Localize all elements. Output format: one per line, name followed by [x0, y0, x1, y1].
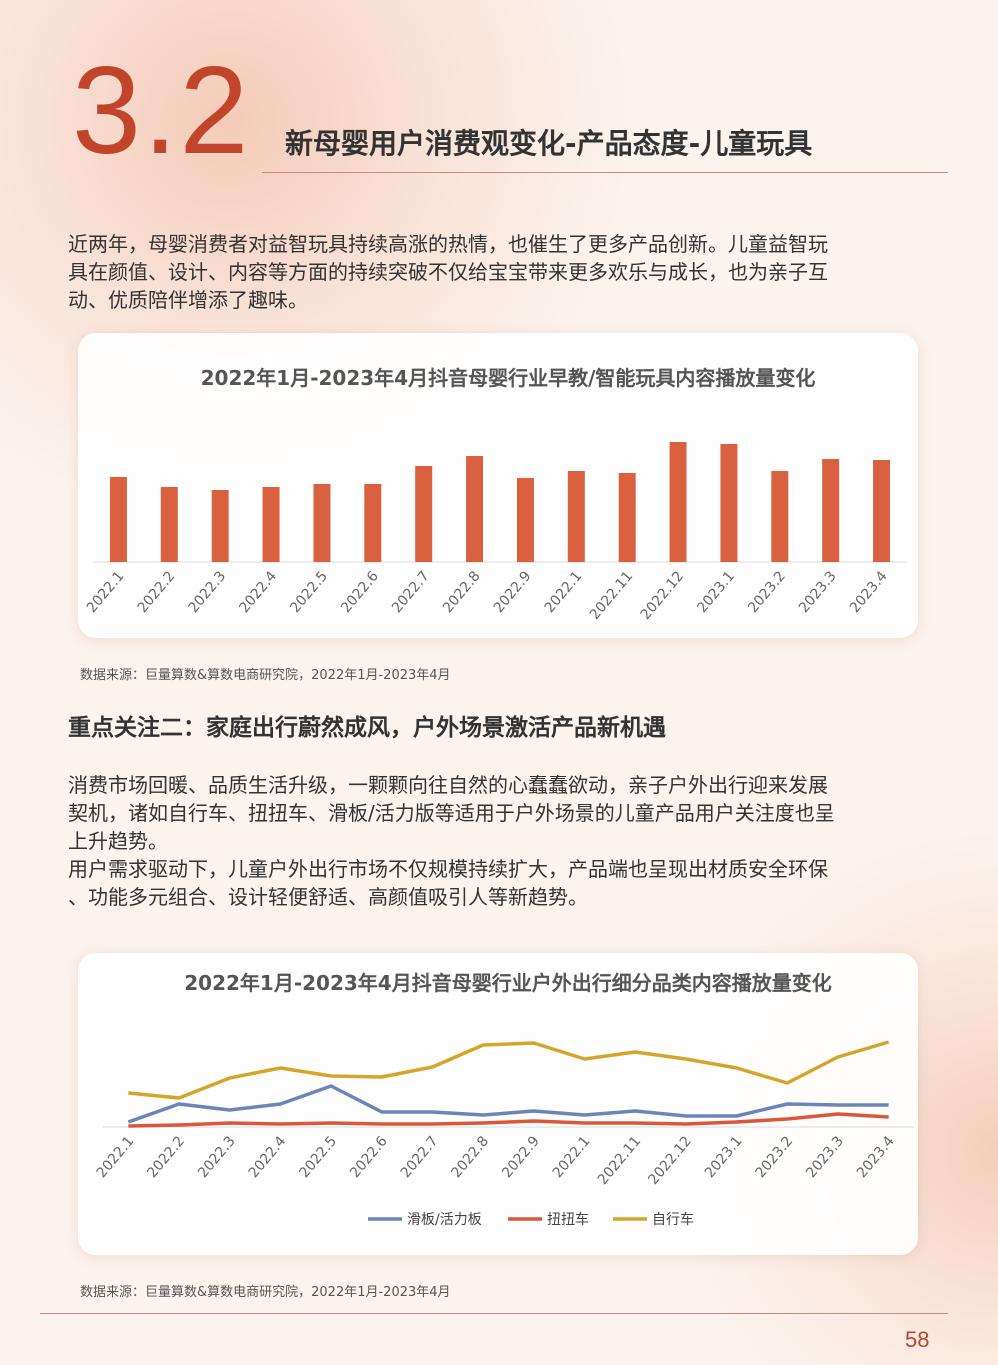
- bar: [516, 478, 534, 562]
- x-tick-label: 2022.3: [195, 1133, 239, 1181]
- divider: [262, 172, 948, 173]
- series-line: [128, 1112, 889, 1128]
- page-number: 58: [905, 1327, 930, 1352]
- x-tick-label: 2022.2: [135, 568, 179, 616]
- bar: [313, 484, 331, 562]
- bar: [160, 487, 178, 562]
- chart-title: 2022年1月-2023年4月抖音母婴行业早教/智能玩具内容播放量变化: [201, 366, 816, 390]
- legend-label: 扭扭车: [547, 1211, 589, 1228]
- series-line: [127, 1084, 889, 1124]
- x-tick-label: 2023.3: [796, 568, 840, 616]
- bar: [720, 444, 738, 562]
- x-tick-label: 2023.2: [753, 1133, 797, 1181]
- section-title: 新母婴用户消费观变化-产品态度-儿童玩具: [285, 127, 813, 160]
- section-number: 3.2: [72, 42, 251, 180]
- x-tick-label: 2022.5: [296, 1133, 340, 1181]
- bar: [771, 471, 789, 562]
- x-tick-label: 2022.9: [491, 568, 535, 616]
- legend-label: 自行车: [652, 1211, 694, 1228]
- x-tick-label: 2023.1: [702, 1133, 746, 1181]
- x-tick-label: 2022.6: [347, 1133, 391, 1181]
- x-tick-label: 2022.11: [595, 1133, 644, 1188]
- bar: [669, 442, 687, 562]
- bar: [415, 466, 433, 562]
- x-tick-label: 2023.2: [745, 568, 789, 616]
- x-tick-label: 2022.7: [398, 1133, 442, 1181]
- bar: [618, 473, 636, 562]
- x-tick-label: 2022.4: [236, 568, 280, 616]
- legend-label: 滑板/活力板: [407, 1211, 482, 1228]
- series-line: [128, 1040, 890, 1100]
- text-line: 用户需求驱动下，儿童户外出行市场不仅规模持续扩大，产品端也呈现出材质安全环保: [68, 857, 828, 881]
- x-tick-label: 2022.8: [448, 1133, 492, 1181]
- x-tick-label: 2022.12: [645, 1133, 694, 1188]
- text-line: 、功能多元组合、设计轻便舒适、高颜值吸引人等新趋势。: [68, 885, 588, 909]
- text-line: 上升趋势。: [68, 829, 168, 853]
- divider: [40, 1313, 948, 1314]
- source-note: 数据来源：巨量算数&算数电商研究院，2022年1月-2023年4月: [80, 668, 451, 683]
- chart-card: [78, 953, 918, 1255]
- text-line: 具在颜值、设计、内容等方面的持续突破不仅给宝宝带来更多欢乐与成长，也为亲子互: [68, 260, 828, 284]
- source-note: 数据来源：巨量算数&算数电商研究院，2022年1月-2023年4月: [80, 1285, 451, 1300]
- x-tick-label: 2022.6: [338, 568, 382, 616]
- x-tick-label: 2022.9: [499, 1133, 543, 1181]
- x-tick-label: 2022.2: [144, 1133, 188, 1181]
- paragraph: 消费市场回暖、品质生活升级，一颗颗向往自然的心蠢蠢欲动，亲子户外出行迎来发展 契…: [68, 771, 835, 911]
- x-tick-label: 2023.1: [694, 568, 738, 616]
- bar: [822, 459, 840, 562]
- x-tick-label: 2022.12: [638, 568, 687, 623]
- bar: [466, 456, 484, 562]
- text-line: 动、优质陪伴增添了趣味。: [68, 288, 308, 312]
- bar: [873, 460, 891, 562]
- x-tick-label: 2022.4: [246, 1133, 290, 1181]
- x-tick-label: 2023.4: [847, 568, 891, 616]
- x-tick-label: 2022.1: [94, 1133, 138, 1181]
- x-tick-label: 2023.3: [803, 1133, 847, 1181]
- bar: [109, 477, 127, 562]
- x-tick-label: 2022.1: [84, 568, 128, 616]
- paragraph: 近两年，母婴消费者对益智玩具持续高涨的热情，也催生了更多产品创新。儿童益智玩 具…: [68, 230, 828, 314]
- x-tick-label: 2022.8: [440, 568, 484, 616]
- chart-title: 2022年1月-2023年4月抖音母婴行业户外出行细分品类内容播放量变化: [184, 971, 831, 995]
- text-line: 消费市场回暖、品质生活升级，一颗颗向往自然的心蠢蠢欲动，亲子户外出行迎来发展: [68, 773, 828, 797]
- bar: [364, 484, 382, 562]
- x-tick-label: 2022.1: [542, 568, 586, 616]
- bar: [211, 490, 229, 562]
- bar: [262, 487, 280, 562]
- text-line: 契机，诸如自行车、扭扭车、滑板/活力版等适用于户外场景的儿童产品用户关注度也呈: [68, 801, 835, 825]
- text-line: 近两年，母婴消费者对益智玩具持续高涨的热情，也催生了更多产品创新。儿童益智玩: [68, 232, 828, 256]
- x-tick-label: 2022.1: [550, 1133, 594, 1181]
- x-tick-label: 2022.7: [389, 568, 433, 616]
- x-tick-label: 2022.11: [587, 568, 636, 623]
- bar: [567, 471, 585, 562]
- x-tick-label: 2023.4: [854, 1133, 898, 1181]
- x-tick-label: 2022.3: [185, 568, 229, 616]
- x-tick-label: 2022.5: [287, 568, 331, 616]
- section-heading: 重点关注二：家庭出行蔚然成风，户外场景激活产品新机遇: [68, 715, 666, 741]
